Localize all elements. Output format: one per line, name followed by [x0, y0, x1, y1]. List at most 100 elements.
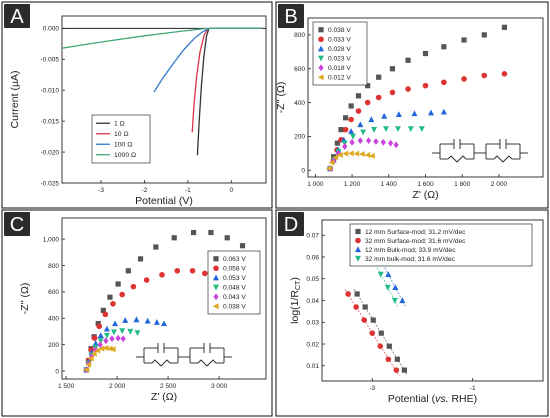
panel-b-xtick-label: 2 000 — [491, 181, 508, 188]
panel-b-point — [383, 126, 390, 132]
panel-c-point — [161, 320, 167, 327]
panel-c-legend-marker — [212, 303, 219, 310]
panel-b-label-box — [278, 4, 304, 28]
panel-c-point — [109, 346, 116, 353]
panel-c-point — [125, 268, 131, 274]
panel-d-ytick-label: 0.04 — [306, 298, 319, 305]
panel-c-point — [102, 311, 109, 318]
panel-a-ytick-label: 0.000 — [43, 26, 60, 33]
panel-a: 0.000 -0.005 -0.010 -0.015 -0.020 -0.025 -3 -2 -… — [1, 1, 273, 209]
panel-a-label: A — [10, 6, 24, 28]
panel-b-point — [422, 50, 429, 57]
panel-b-legend-label: 0.012 V — [328, 75, 351, 82]
panel-c-point — [83, 366, 90, 373]
panel-b-point — [405, 86, 411, 92]
panel-d-point — [394, 356, 400, 362]
panel-b-point — [411, 110, 418, 117]
panel-b-point — [364, 152, 371, 159]
panel-b-point — [422, 82, 429, 89]
panel-d-point — [386, 343, 392, 349]
panel-b-point — [355, 93, 362, 99]
panel-c-xtick-label: 3 000 — [211, 383, 228, 390]
panel-d-legend-label: 32 mm bulk-mod; 31.6 mV/dec — [365, 256, 455, 263]
panel-b-ytick-label: 400 — [294, 100, 305, 107]
panel-c-ytick-label: 400 — [48, 316, 59, 323]
panel-d-point — [345, 291, 351, 297]
panel-b-point — [331, 154, 337, 160]
panel-b-ytick-label: 800 — [294, 32, 305, 39]
panel-c-point — [90, 350, 97, 357]
panel-c-point — [103, 337, 109, 345]
panel-b-point — [393, 141, 399, 149]
panel-c-point — [110, 300, 116, 307]
panel-d-legend-label: 32 mm Surface-mod; 31.6 mV/dec — [365, 238, 466, 245]
panel-a-ytick-label: -0.025 — [41, 180, 60, 187]
circuit-resistor — [447, 155, 467, 163]
panel-a-ytick-label: -0.020 — [41, 149, 60, 156]
panel-b-legend-label: 0.028 V — [328, 46, 351, 53]
panel-c-point — [115, 281, 121, 287]
panel-b-point — [336, 152, 343, 159]
panel-c-point — [100, 307, 106, 313]
panel-b-legend-marker — [318, 27, 324, 33]
panel-d-point — [391, 297, 398, 304]
panel-c-xlabel: Z' (Ω) — [151, 391, 177, 403]
panel-b-point — [365, 137, 372, 145]
panel-c-point — [115, 334, 121, 342]
panel-d-point — [354, 291, 360, 297]
panel-d-ytick-label: 0.05 — [306, 276, 319, 283]
panel-b-point — [373, 138, 379, 145]
panel-a-ylabel: Current (µA) — [9, 71, 21, 129]
panel-b-point — [501, 24, 508, 30]
panel-c-point — [106, 345, 113, 352]
panel-b-point — [388, 139, 394, 147]
panel-c-point — [190, 229, 197, 236]
panel-c-ytick-label: 600 — [48, 289, 59, 296]
panel-c-point — [189, 267, 196, 274]
panel-c-point — [127, 328, 134, 335]
panel-c-ylabel: -Z'' (Ω) — [19, 283, 31, 315]
panel-d-point — [377, 343, 384, 349]
panel-b-point — [349, 138, 355, 146]
panel-b-point — [365, 83, 371, 89]
panel-d-ytick-label: 0.01 — [306, 363, 319, 370]
panel-b-xtick-label: 1 400 — [381, 181, 398, 188]
panel-b-xtick-label: 1 000 — [307, 181, 324, 188]
panel-b-point — [395, 111, 402, 118]
panel-c-point — [97, 338, 104, 344]
panel-c-legend-label: 0.053 V — [223, 275, 246, 282]
panel-c-point — [96, 323, 103, 330]
panel-a-axes-box — [61, 15, 267, 184]
panel-b-point — [342, 143, 348, 150]
panel-d-point — [378, 330, 384, 336]
panel-b-point — [364, 99, 371, 106]
panel-c-legend-marker — [213, 293, 219, 301]
panel-b-point — [342, 126, 349, 133]
panel-a-xtick-label: -3 — [98, 187, 104, 194]
panel-a-legend-label: 1 Ω — [114, 121, 125, 128]
panel-b-legend-marker — [318, 36, 324, 43]
panel-d-label: D — [284, 214, 298, 236]
panel-c-point — [122, 317, 129, 323]
panel-d-ytick-label: 0.03 — [306, 320, 319, 327]
panel-c-point — [119, 291, 125, 298]
panel-b-legend-label: 0.018 V — [328, 65, 351, 72]
panel-b-point — [357, 137, 363, 145]
panel-b-point — [481, 72, 488, 79]
panel-d-point — [392, 284, 399, 291]
panel-d-legend-marker — [355, 255, 361, 262]
panel-c-point — [87, 355, 94, 362]
panel-c-point — [202, 270, 208, 277]
circuit-resistor — [151, 359, 171, 367]
panel-b-ytick-label: 200 — [294, 134, 305, 141]
panel-c-legend-label: 0.043 V — [223, 294, 246, 301]
panel-b-point — [334, 140, 340, 146]
panel-c-point — [111, 329, 118, 336]
panel-d-legend-marker — [355, 228, 361, 235]
panel-d-point — [353, 304, 359, 310]
panel-d-point — [362, 304, 368, 310]
panel-c-point — [97, 341, 103, 349]
panel-d-xtick-label: -3 — [369, 385, 375, 392]
panel-c-point — [239, 243, 246, 249]
panel-b-point — [461, 76, 467, 82]
